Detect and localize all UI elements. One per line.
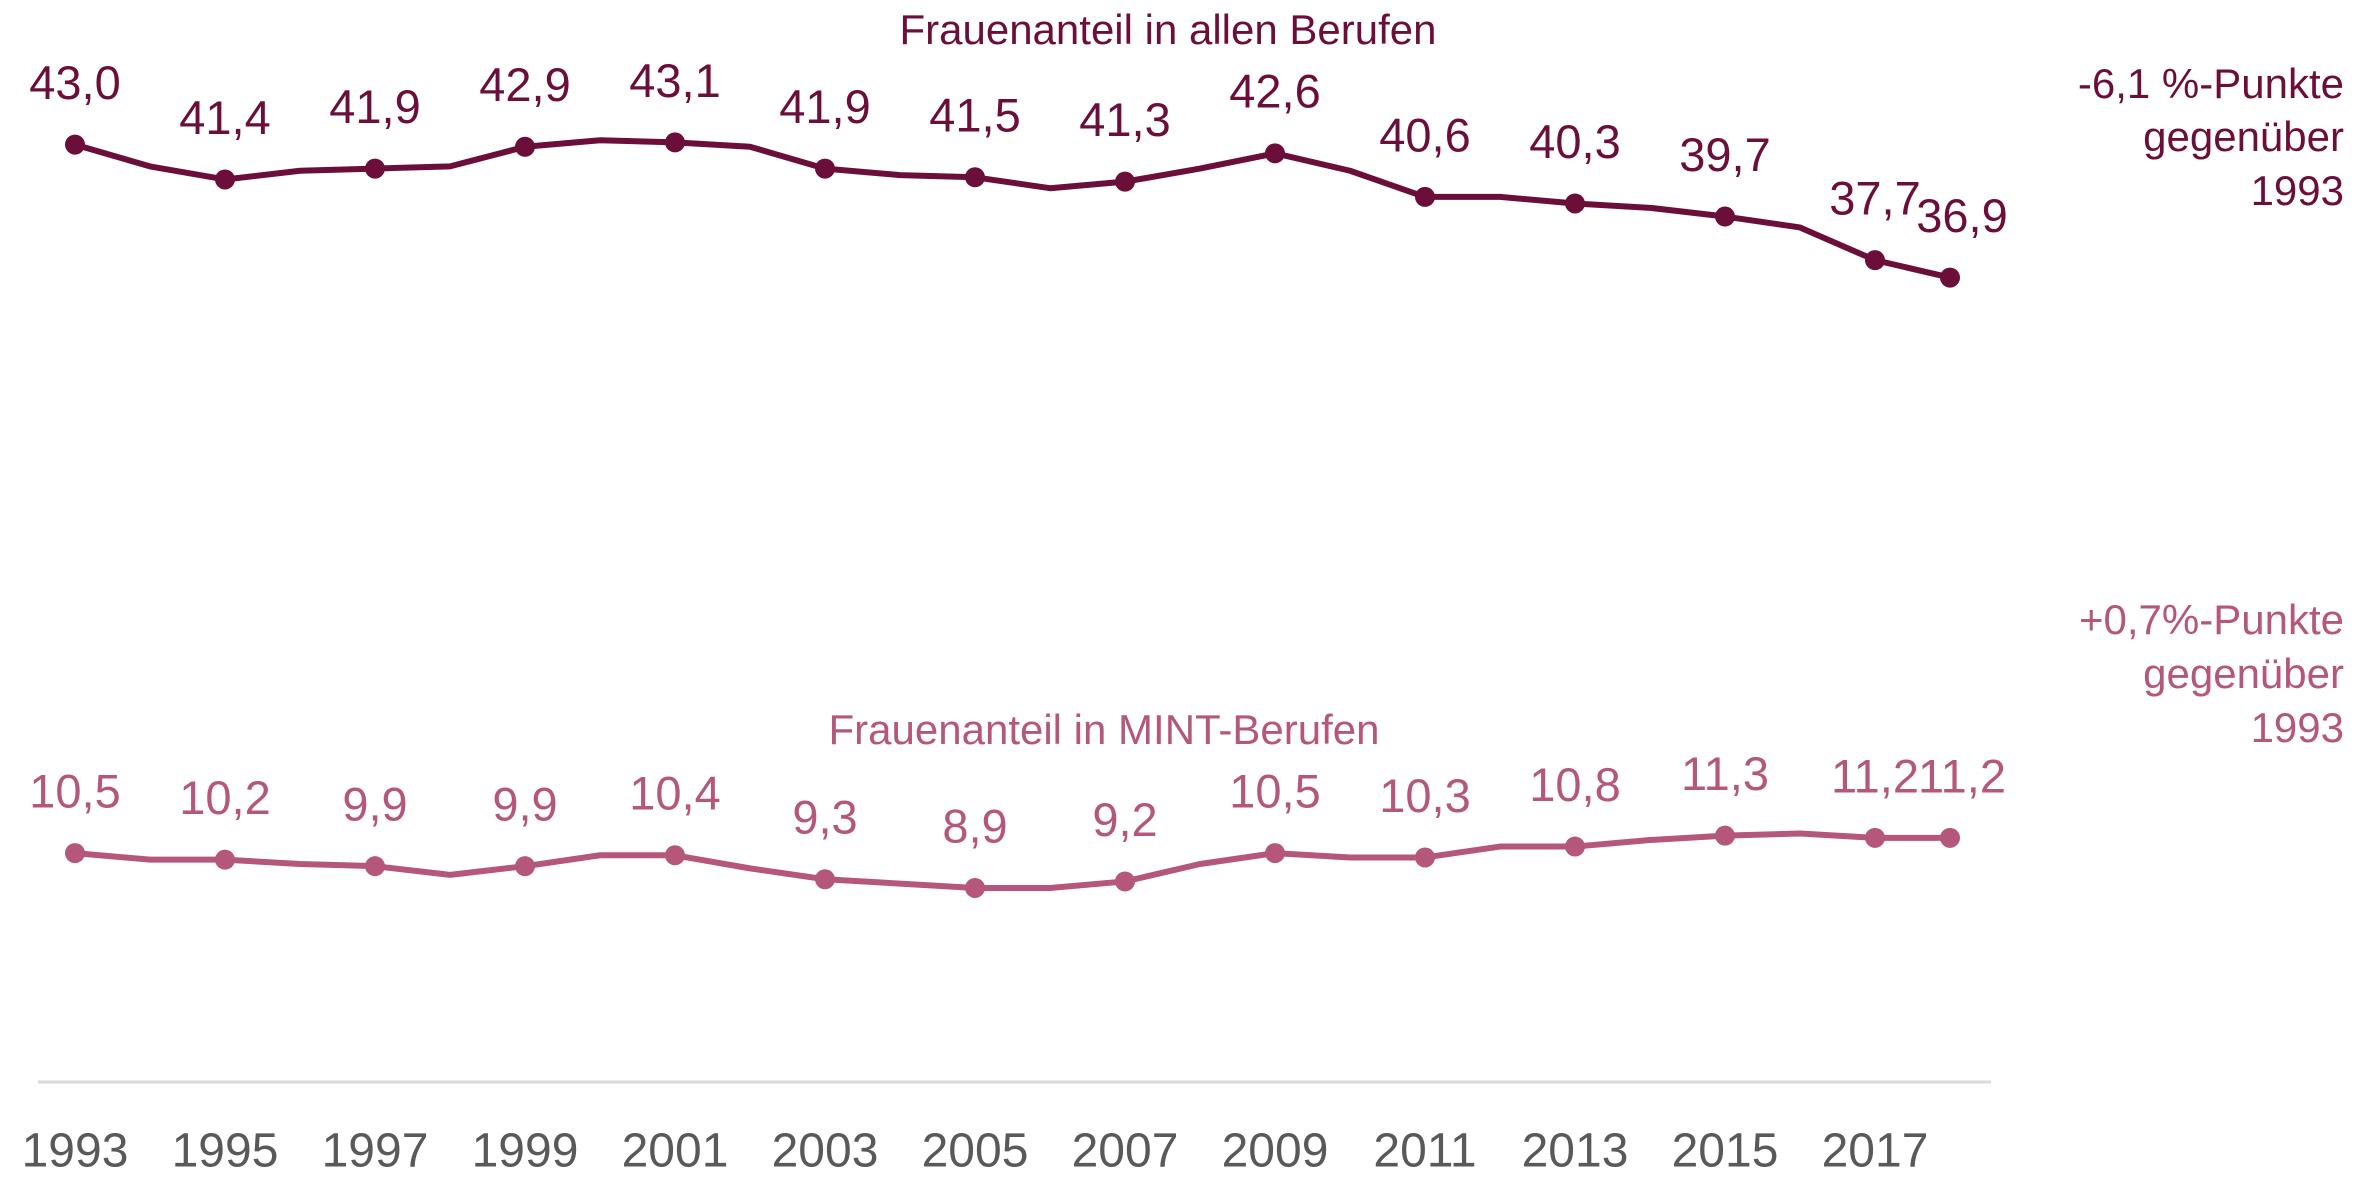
- data-point: [1865, 250, 1885, 271]
- x-tick-label: 2015: [1672, 1125, 1779, 1178]
- data-point: [365, 856, 385, 877]
- data-label: 41,3: [1079, 93, 1170, 146]
- data-label: 10,2: [179, 771, 270, 824]
- x-tick-label: 2007: [1072, 1125, 1179, 1178]
- x-tick-label: 1995: [172, 1125, 279, 1178]
- x-tick-label: 1997: [322, 1125, 429, 1178]
- data-label: 41,5: [929, 89, 1020, 142]
- x-tick-label: 2011: [1373, 1125, 1476, 1178]
- x-tick-label: 2009: [1222, 1125, 1329, 1178]
- series-line: [74, 137, 1951, 281]
- data-label: 42,6: [1229, 65, 1320, 118]
- data-label: 9,9: [342, 778, 407, 831]
- data-label: 10,5: [1229, 765, 1320, 818]
- data-point: [65, 134, 85, 155]
- data-label: 41,9: [329, 80, 420, 133]
- data-point: [965, 877, 985, 898]
- x-tick-label: 1999: [472, 1125, 579, 1178]
- data-point: [1415, 186, 1435, 207]
- data-label: 43,1: [629, 54, 720, 107]
- x-tick-label: 2005: [922, 1125, 1029, 1178]
- x-tick-label: 2003: [772, 1125, 879, 1178]
- data-point: [1715, 206, 1735, 227]
- data-label: 41,4: [179, 91, 270, 144]
- data-label: 43,0: [29, 56, 120, 109]
- data-point: [515, 856, 535, 877]
- data-label: 40,3: [1529, 115, 1620, 168]
- data-label: 9,9: [492, 778, 557, 831]
- annotation: 1993: [2251, 704, 2344, 751]
- data-point: [1940, 267, 1960, 288]
- data-point: [1565, 836, 1585, 857]
- data-point: [665, 845, 685, 866]
- x-tick-label: 2013: [1522, 1125, 1629, 1178]
- data-point: [815, 869, 835, 890]
- data-label: 9,2: [1092, 793, 1157, 846]
- data-label: 11,2: [1918, 749, 2006, 802]
- data-label: 9,3: [792, 791, 857, 844]
- data-point: [1940, 827, 1960, 848]
- x-tick-label: 2001: [622, 1125, 729, 1178]
- x-tick-label: 1993: [22, 1125, 129, 1178]
- data-point: [665, 132, 685, 153]
- annotation: -6,1 %-Punkte: [2078, 60, 2344, 107]
- data-label: 42,9: [479, 58, 570, 111]
- data-label: 37,7: [1829, 172, 1920, 225]
- data-label: 10,4: [629, 767, 720, 820]
- data-label: 10,8: [1529, 758, 1620, 811]
- data-point: [1715, 825, 1735, 846]
- data-label: 10,5: [29, 765, 120, 818]
- data-label: 41,9: [779, 80, 870, 133]
- annotation: gegenüber: [2143, 113, 2344, 160]
- annotation: +0,7%-Punkte: [2079, 596, 2344, 643]
- data-point: [365, 158, 385, 179]
- data-point: [65, 843, 85, 864]
- data-point: [1265, 143, 1285, 164]
- data-point: [1265, 843, 1285, 864]
- annotation: 1993: [2251, 167, 2344, 214]
- data-point: [815, 158, 835, 179]
- data-label: 40,6: [1379, 108, 1470, 161]
- series-line: [74, 830, 1950, 891]
- series-name: Frauenanteil in MINT-Berufen: [829, 706, 1380, 753]
- x-tick-label: 2017: [1822, 1125, 1929, 1178]
- data-point: [215, 849, 235, 870]
- data-label: 10,3: [1379, 769, 1470, 822]
- data-point: [965, 167, 985, 188]
- data-label: 8,9: [942, 799, 1007, 852]
- data-point: [1565, 193, 1585, 214]
- annotation: gegenüber: [2143, 650, 2344, 697]
- data-point: [1865, 827, 1885, 848]
- data-point: [1115, 171, 1135, 192]
- data-label: 11,2: [1831, 749, 1919, 802]
- series-name: Frauenanteil in allen Berufen: [899, 6, 1436, 53]
- data-point: [215, 169, 235, 190]
- data-point: [515, 136, 535, 157]
- data-point: [1415, 847, 1435, 868]
- data-point: [1115, 871, 1135, 892]
- data-label: 39,7: [1679, 128, 1770, 181]
- data-label: 36,9: [1916, 189, 2007, 242]
- data-label: 11,3: [1681, 747, 1769, 800]
